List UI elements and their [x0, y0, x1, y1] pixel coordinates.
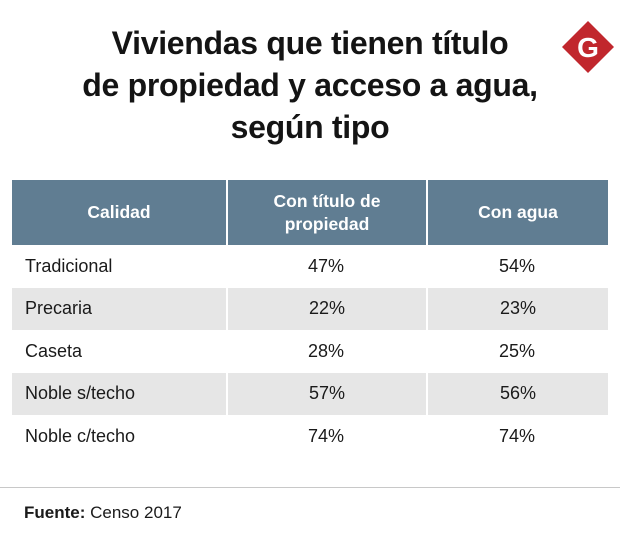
cell-con-agua: 56% — [426, 372, 608, 415]
cell-calidad: Noble s/techo — [25, 383, 136, 404]
title-line-2: de propiedad y acceso a agua, — [82, 67, 538, 103]
header-con-agua: Con agua — [426, 180, 608, 245]
cell-calidad: Noble c/techo — [25, 425, 136, 446]
title-line-1: Viviendas que tienen título — [111, 25, 509, 61]
table-row: Tradicional 47% 54% — [12, 245, 608, 288]
cell-con-titulo: 22% — [226, 287, 426, 330]
cell-con-titulo: 28% — [307, 340, 345, 361]
title-line-3: según tipo — [230, 109, 390, 145]
header-con-titulo: Con título de propiedad — [226, 180, 426, 245]
footer-divider — [0, 487, 620, 488]
cell-con-agua: 25% — [498, 340, 536, 361]
table-row: Caseta 28% 25% — [12, 330, 608, 373]
table-row: Noble c/techo 74% 74% — [12, 415, 608, 458]
table-body: Tradicional 47% 54% Precaria 22% 23% Cas… — [12, 245, 608, 458]
logo-diamond — [562, 21, 614, 73]
brand-logo-icon: G — [562, 21, 614, 73]
header-con-titulo-text: Con título de propiedad — [273, 190, 381, 234]
cell-con-titulo: 47% — [307, 255, 345, 276]
data-table: Calidad Con título de propiedad Con agua… — [12, 180, 608, 458]
table-row: Noble s/techo 57% 56% — [12, 372, 608, 415]
cell-calidad: Precaria — [25, 298, 93, 319]
logo-letter: G — [577, 32, 599, 63]
cell-calidad: Caseta — [25, 340, 83, 361]
table-header: Calidad Con título de propiedad Con agua — [12, 180, 608, 245]
cell-con-agua: 74% — [498, 425, 536, 446]
chart-title: Viviendas que tienen título de propiedad… — [40, 22, 580, 148]
cell-con-agua: 54% — [498, 255, 536, 276]
source-label: Fuente: — [24, 503, 86, 522]
cell-calidad: Tradicional — [25, 255, 113, 276]
source-text: Censo 2017 — [90, 503, 182, 522]
cell-con-titulo: 57% — [226, 372, 426, 415]
header-calidad: Calidad — [87, 202, 151, 222]
source-note: Fuente: Censo 2017 — [24, 503, 182, 523]
cell-con-titulo: 74% — [307, 425, 345, 446]
table-row: Precaria 22% 23% — [12, 287, 608, 330]
cell-con-agua: 23% — [426, 287, 608, 330]
